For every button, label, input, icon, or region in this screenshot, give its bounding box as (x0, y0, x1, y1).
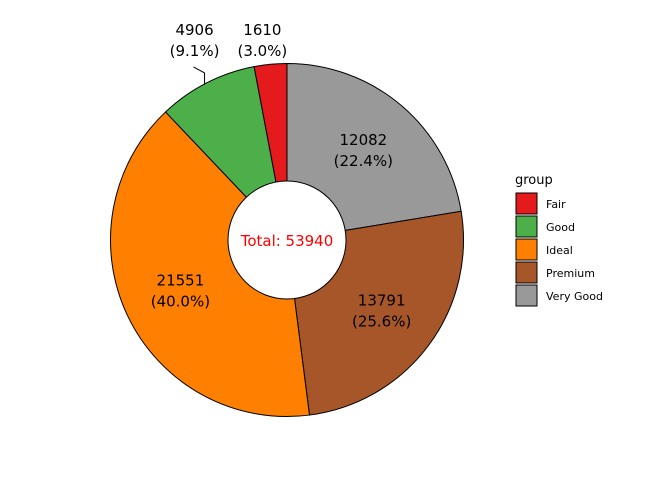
legend-items: Fair Good Ideal Premium Very Good (515, 192, 603, 307)
legend-swatch-fair (515, 192, 538, 215)
slice-labels: 12082 (22.4%) 13791 (25.6%) 21551 (40.0%) 4906… (151, 21, 412, 330)
slice-value-label: 12082 (339, 131, 387, 149)
slice-value-label: 21551 (157, 272, 205, 290)
legend-label-premium: Premium (546, 267, 595, 280)
legend-label-ideal: Ideal (546, 244, 573, 257)
slice-percent-label: (40.0%) (151, 293, 210, 311)
legend-swatch-very-good (515, 284, 538, 307)
slice-very-good (286, 62, 462, 241)
legend-swatch-ideal (515, 238, 538, 261)
donut-slices (110, 62, 464, 417)
slice-percent-label: (9.1%) (170, 42, 220, 60)
slice-value-label: 4906 (175, 21, 213, 39)
center-total-label: Total: 53940 (240, 232, 334, 250)
donut-hole (227, 180, 347, 300)
slice-value-label: 1610 (243, 21, 281, 39)
legend: group Fair Good Ideal Premium Very Good (515, 173, 603, 307)
leader-line-good (193, 66, 206, 84)
legend-label-fair: Fair (546, 198, 566, 211)
slice-ideal (110, 111, 311, 417)
leader-lines (193, 66, 206, 84)
legend-title: group (515, 173, 553, 188)
legend-label-very-good: Very Good (546, 290, 603, 303)
slice-percent-label: (25.6%) (352, 312, 411, 330)
slice-percent-label: (3.0%) (237, 42, 287, 60)
legend-label-good: Good (546, 221, 575, 234)
legend-swatch-premium (515, 261, 538, 284)
slice-value-label: 13791 (358, 291, 406, 309)
slice-percent-label: (22.4%) (334, 152, 393, 170)
legend-swatch-good (515, 215, 538, 238)
